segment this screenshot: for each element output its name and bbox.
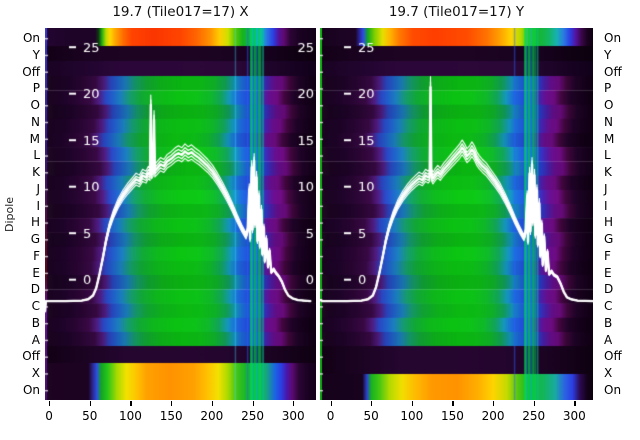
dipole-state-label: M bbox=[604, 131, 615, 146]
x-axis-tick-label: 0 bbox=[326, 409, 335, 423]
dipole-state-label: X bbox=[604, 366, 613, 381]
dipole-state-label: O bbox=[30, 98, 40, 113]
x-axis-tick-label: 150 bbox=[440, 409, 464, 423]
dipole-state-label: Off bbox=[22, 349, 40, 364]
dipole-state-label: E bbox=[604, 265, 612, 280]
dipole-state-label: On bbox=[604, 31, 622, 45]
dipole-state-label: G bbox=[30, 232, 40, 247]
dipole-state-label: C bbox=[604, 299, 613, 314]
dipole-state-label: A bbox=[31, 332, 40, 347]
dipole-state-label: I bbox=[604, 198, 608, 213]
dipole-state-label: P bbox=[32, 81, 40, 96]
dipole-state-label: A bbox=[604, 332, 613, 347]
x-axis-tick-label: 150 bbox=[159, 409, 183, 423]
dipole-state-label: F bbox=[33, 248, 40, 263]
dipole-state-label: N bbox=[31, 114, 40, 129]
x-axis-tick bbox=[411, 401, 413, 406]
dipole-state-label: Y bbox=[604, 47, 612, 62]
panel-x-title: 19.7 (Tile017=17) X bbox=[112, 4, 249, 20]
dipole-state-label: C bbox=[31, 299, 40, 314]
x-axis-tick bbox=[49, 401, 51, 406]
dipole-state-label: B bbox=[604, 315, 613, 330]
dipole-state-label: On bbox=[604, 383, 622, 397]
x-axis-tick-label: 0 bbox=[45, 409, 53, 423]
dipole-state-label: K bbox=[604, 165, 612, 180]
dipole-state-label: M bbox=[29, 131, 40, 146]
heatmap-panel-y bbox=[320, 28, 593, 400]
dipole-state-label: P bbox=[604, 81, 612, 96]
x-axis-tick bbox=[533, 401, 535, 406]
x-axis-tick-label: 200 bbox=[481, 409, 505, 423]
dipole-state-label: H bbox=[30, 215, 40, 230]
dipole-state-label: D bbox=[604, 282, 614, 297]
x-axis-tick bbox=[330, 401, 332, 406]
dipole-state-label: G bbox=[604, 232, 614, 247]
x-axis-tick-label: 300 bbox=[562, 409, 586, 423]
x-axis-tick bbox=[252, 401, 254, 406]
dipole-state-label: Off bbox=[22, 64, 40, 79]
x-axis-tick-label: 50 bbox=[363, 409, 379, 423]
dipole-state-label: L bbox=[33, 148, 40, 163]
dipole-state-label: L bbox=[604, 148, 611, 163]
dipole-state-label: H bbox=[604, 215, 614, 230]
x-axis-tick bbox=[211, 401, 214, 406]
dipole-state-label: J bbox=[36, 181, 40, 196]
x-axis-tick-label: 200 bbox=[200, 409, 224, 423]
heatmap-panel-x bbox=[45, 28, 316, 400]
x-axis-tick-label: 300 bbox=[281, 409, 305, 423]
x-axis-tick bbox=[452, 401, 454, 406]
dipole-state-label: I bbox=[36, 198, 40, 213]
x-axis-tick bbox=[493, 401, 495, 406]
dipole-state-label: On bbox=[22, 383, 40, 397]
dipole-state-label: J bbox=[604, 181, 608, 196]
x-axis-tick bbox=[574, 401, 576, 406]
x-axis-tick bbox=[371, 401, 373, 406]
x-axis-tick-label: 100 bbox=[400, 409, 424, 423]
dipole-state-label: D bbox=[30, 282, 40, 297]
x-axis-tick-label: 250 bbox=[522, 409, 546, 423]
panel-y-title: 19.7 (Tile017=17) Y bbox=[388, 4, 525, 20]
dipole-state-label: Y bbox=[32, 47, 40, 62]
dipole-state-label: K bbox=[32, 165, 40, 180]
x-axis-tick bbox=[130, 401, 132, 406]
dipole-state-label: E bbox=[32, 265, 40, 280]
dipole-state-label: F bbox=[604, 248, 611, 263]
dipole-state-label: On bbox=[22, 31, 40, 45]
dipole-state-label: N bbox=[604, 114, 613, 129]
x-axis-tick-label: 250 bbox=[241, 409, 264, 423]
x-axis-tick bbox=[171, 401, 173, 406]
x-axis-tick-label: 50 bbox=[82, 409, 98, 423]
x-axis-tick bbox=[89, 401, 91, 406]
dipole-state-label: O bbox=[604, 98, 614, 113]
x-axis-tick bbox=[293, 401, 295, 406]
dipole-state-label: B bbox=[31, 315, 40, 330]
dipole-state-label: Off bbox=[604, 349, 622, 364]
x-axis-tick-label: 100 bbox=[118, 409, 142, 423]
dipole-state-label: Off bbox=[604, 64, 622, 79]
dipole-state-label: X bbox=[31, 366, 40, 381]
